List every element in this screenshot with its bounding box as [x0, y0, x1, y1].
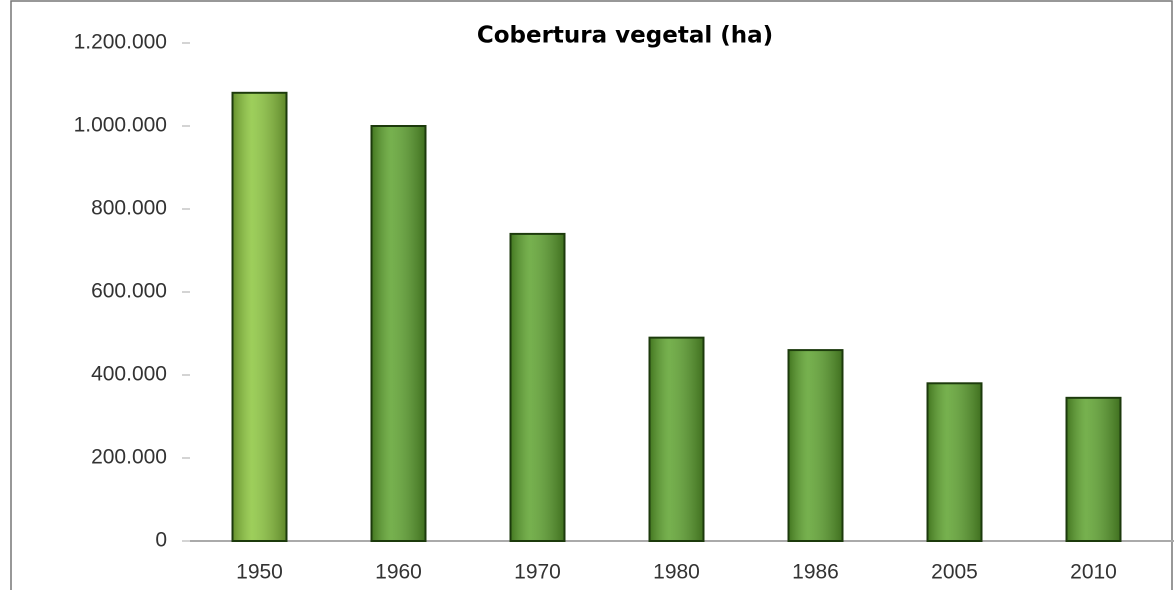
frame [10, 0, 1173, 590]
y-tick-label: 1.000.000 [74, 114, 167, 137]
y-tick-label: 800.000 [91, 197, 167, 220]
x-tick-label: 1970 [514, 561, 561, 584]
x-tick-label: 1980 [653, 561, 700, 584]
x-tick-label: 2005 [931, 561, 978, 584]
y-tick-label: 0 [155, 529, 167, 552]
bar-shine [1067, 398, 1120, 540]
bar-shine [928, 384, 981, 540]
bar-shine [511, 234, 564, 540]
y-tick-label: 600.000 [91, 280, 167, 303]
y-tick-label: 1.200.000 [74, 31, 167, 54]
x-tick-label: 1960 [375, 561, 422, 584]
y-tick-label: 400.000 [91, 363, 167, 386]
x-tick-label: 1986 [792, 561, 839, 584]
x-tick-label: 2010 [1070, 561, 1117, 584]
y-tick-label: 200.000 [91, 446, 167, 469]
bar-shine [650, 338, 703, 540]
bar-shine [372, 127, 425, 540]
x-tick-label: 1950 [236, 561, 283, 584]
chart-title: Cobertura vegetal (ha) [477, 23, 773, 49]
bar-shine [233, 93, 286, 541]
bar-shine [789, 351, 842, 540]
